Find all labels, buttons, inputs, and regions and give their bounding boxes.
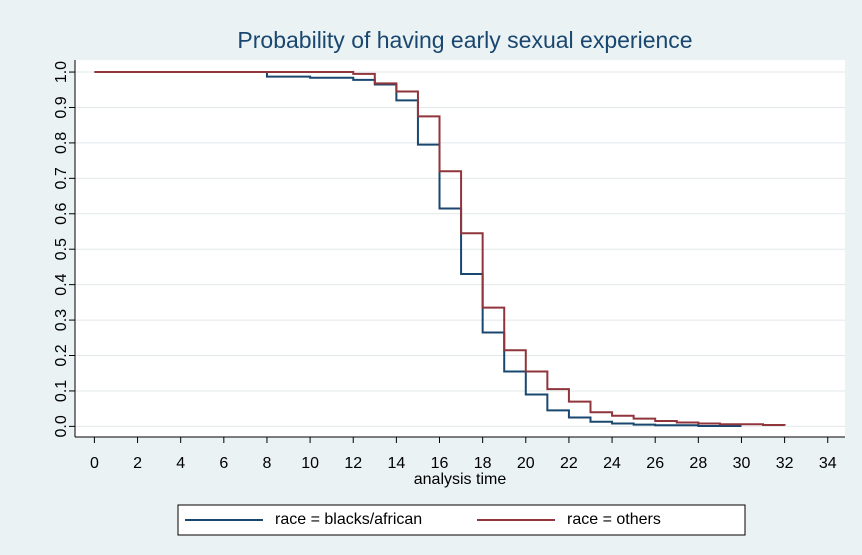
- legend: [177, 504, 746, 536]
- x-axis-label: analysis time: [414, 471, 507, 488]
- legend-label: race = others: [567, 511, 661, 528]
- survival-line: [94, 71, 742, 428]
- x-tick-label: 16: [431, 455, 449, 472]
- y-tick-label: 0.7: [53, 167, 70, 189]
- y-tick-label: 0.1: [53, 380, 70, 402]
- x-tick-label: 32: [776, 455, 794, 472]
- x-tick-label: 8: [263, 455, 272, 472]
- x-tick-label: 28: [689, 455, 707, 472]
- x-tick-label: 10: [301, 455, 319, 472]
- x-tick-label: 14: [387, 455, 405, 472]
- x-tick-label: 24: [603, 455, 621, 472]
- x-tick-label: 34: [819, 455, 837, 472]
- plot-area: [75, 60, 845, 437]
- chart-title: Probability of having early sexual exper…: [237, 27, 692, 53]
- y-tick-label: 0.5: [53, 238, 70, 260]
- x-tick-label: 18: [474, 455, 492, 472]
- legend-label: race = blacks/african: [275, 511, 422, 528]
- x-tick-label: 2: [133, 455, 142, 472]
- x-tick-label: 4: [176, 455, 185, 472]
- x-tick-label: 20: [517, 455, 535, 472]
- y-tick-label: 0.9: [53, 96, 70, 118]
- x-tick-label: 26: [646, 455, 664, 472]
- x-tick-label: 12: [344, 455, 362, 472]
- y-tick-label: 0.8: [53, 132, 70, 154]
- x-tick-label: 0: [90, 455, 99, 472]
- y-tick-label: 0.2: [53, 344, 70, 366]
- y-tick-label: 0.4: [53, 273, 70, 295]
- survival-line: [94, 71, 786, 426]
- x-tick-label: 30: [733, 455, 751, 472]
- x-tick-label: 6: [219, 455, 228, 472]
- y-tick-label: 1.0: [53, 61, 70, 83]
- y-tick-label: 0.0: [53, 415, 70, 437]
- x-tick-label: 22: [560, 455, 578, 472]
- y-tick-label: 0.3: [53, 309, 70, 331]
- y-tick-label: 0.6: [53, 203, 70, 225]
